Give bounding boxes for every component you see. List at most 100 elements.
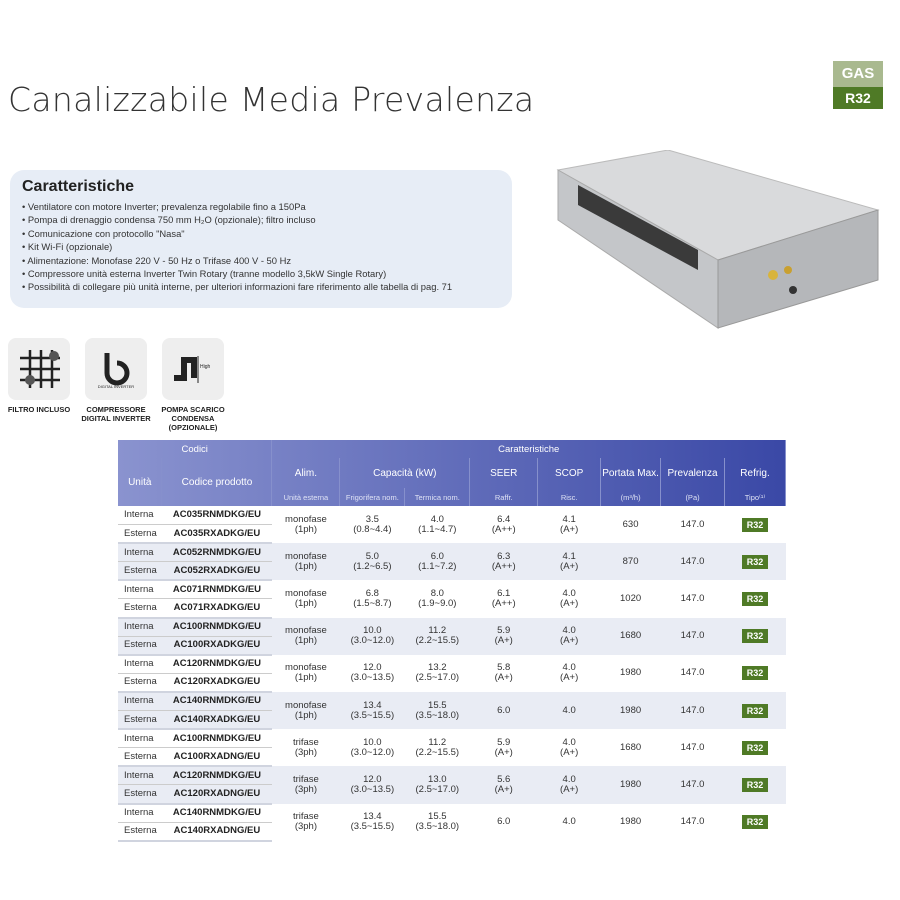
refrigerant-cell: R32 xyxy=(725,506,786,543)
seer-cell-value: 5.9 xyxy=(497,736,511,748)
header-scop: SCOP xyxy=(537,458,602,488)
heating-capacity-cell-rating: (2.5~17.0) xyxy=(415,672,460,684)
unit-cell: Interna xyxy=(118,617,162,637)
seer-cell: 6.1 (A++) xyxy=(470,580,538,617)
power-supply-cell-rating: (3ph) xyxy=(294,746,317,758)
power-supply-cell: trifase (3ph) xyxy=(272,729,340,766)
refrigerant-badge: R32 xyxy=(741,517,769,532)
heating-capacity-cell-rating: (1.9~9.0) xyxy=(418,597,457,609)
scop-cell-rating: (A+) xyxy=(560,746,579,758)
power-supply-cell-value: monofase xyxy=(285,662,327,674)
scop-cell: 4.1 (A+) xyxy=(537,543,601,581)
airflow-cell: 1980 xyxy=(620,667,642,679)
table-row: Esterna AC100RXADKG/EU xyxy=(118,636,786,656)
heating-capacity-cell: 15.5 (3.5~18.0) xyxy=(404,691,470,730)
header-codici: Codici xyxy=(118,440,273,458)
seer-cell-rating: (A++) xyxy=(491,597,516,609)
unit-cell: Esterna xyxy=(118,822,162,842)
seer-cell-rating: (A+) xyxy=(494,672,513,684)
feature-item: Pompa di drenaggio condensa 750 mm H₂O (… xyxy=(22,213,500,226)
product-code-indoor: AC120RNMDKG/EU xyxy=(161,766,272,786)
heating-capacity-cell-value: 15.5 xyxy=(428,699,447,711)
table-row: Interna AC035RNMDKG/EU monofase (1ph) 3.5(… xyxy=(118,506,786,534)
airflow-cell: 1980 xyxy=(600,691,661,730)
cooling-capacity-cell-rating: (1.2~6.5) xyxy=(353,560,392,572)
unit-cell: Esterna xyxy=(118,524,162,545)
unit-cell: Interna xyxy=(118,803,162,823)
power-supply-cell-rating: (3ph) xyxy=(294,783,317,795)
airflow-cell: 1680 xyxy=(620,741,642,753)
seer-cell-rating: (A++) xyxy=(491,523,516,535)
refrigerant-cell: R32 xyxy=(724,691,786,730)
table-row: Interna AC071RNMDKG/EU monofase (1ph) 6.8(… xyxy=(118,580,786,608)
scop-cell-rating: (A+) xyxy=(560,523,579,535)
refrigerant-label: R32 xyxy=(833,87,883,109)
table-row: Interna AC120RNMDKG/EU trifase (3ph) 12.0(… xyxy=(118,766,786,804)
features-box: Caratteristiche Ventilatore con motore I… xyxy=(10,170,512,308)
power-supply-cell-rating: (1ph) xyxy=(294,523,317,535)
svg-text:High: High xyxy=(200,364,211,370)
pressure-cell: 147.0 xyxy=(660,543,725,581)
scop-cell-value: 4.0 xyxy=(562,736,576,748)
digital-inverter-icon: DIGITAL INVERTER xyxy=(85,338,147,400)
refrigerant-badge: R32 xyxy=(741,777,769,792)
table-row: Esterna AC120RXADNG/EU xyxy=(118,784,786,805)
seer-cell: 6.4 (A++) xyxy=(470,506,538,543)
subheader-seer: Raffr. xyxy=(469,488,539,506)
scop-cell-value: 4.0 xyxy=(562,773,576,785)
product-code-indoor: AC100RNMDKG/EU xyxy=(161,617,272,637)
refrigerant-cell: R32 xyxy=(725,804,786,841)
feature-item: Possibilità di collegare più unità inter… xyxy=(22,280,500,293)
cooling-capacity-cell-value: 13.4 xyxy=(363,811,382,823)
cooling-capacity-cell: 12.0 (3.0~13.5) xyxy=(339,766,405,804)
cooling-capacity-cell: 5.0 (1.2~6.5) xyxy=(339,543,405,581)
cooling-capacity-cell: 6.8 (1.5~8.7) xyxy=(340,580,405,617)
table-row: Interna AC140RNMDKG/EU monofase (1ph) 13.4… xyxy=(118,691,786,730)
header-alim: Alim. xyxy=(271,458,341,488)
table-body: Interna AC035RNMDKG/EU monofase (1ph) 3.5(… xyxy=(118,506,786,842)
heating-capacity-cell-value: 13.0 xyxy=(428,773,447,785)
scop-cell-value: 4.1 xyxy=(562,513,576,525)
power-supply-cell: trifase (3ph) xyxy=(271,766,340,804)
scop-cell: 4.0 (A+) xyxy=(537,617,601,655)
cooling-capacity-cell-rating: (3.0~13.5) xyxy=(350,672,395,684)
airflow-cell: 1020 xyxy=(620,592,642,604)
refrigerant-badge: R32 xyxy=(741,629,769,644)
unit-cell: Interna xyxy=(118,506,162,526)
power-supply-cell: monofase (1ph) xyxy=(271,691,340,730)
unit-cell: Interna xyxy=(118,766,162,786)
subheader-alim: Unità esterna xyxy=(271,488,341,506)
heating-capacity-cell: 15.5 (3.5~18.0) xyxy=(405,804,470,841)
refrigerant-badge: R32 xyxy=(741,740,769,755)
power-supply-cell-rating: (1ph) xyxy=(294,709,317,721)
subheader-refrig: Tipo⁽¹⁾ xyxy=(724,488,786,506)
scop-cell: 4.0 (A+) xyxy=(538,655,601,692)
refrigerant-cell: R32 xyxy=(724,617,786,655)
scop-cell-value: 4.1 xyxy=(562,550,576,562)
pressure-cell: 147.0 xyxy=(660,617,725,655)
seer-cell-rating: (A++) xyxy=(491,560,516,572)
heating-capacity-cell-rating: (1.1~4.7) xyxy=(418,523,457,535)
product-code-indoor: AC100RNMDKG/EU xyxy=(161,729,272,749)
power-supply-cell-value: monofase xyxy=(285,699,327,711)
power-supply-cell-value: trifase xyxy=(292,773,319,785)
cooling-capacity-cell-rating: (3.0~12.0) xyxy=(350,635,395,647)
power-supply-cell: monofase (1ph) xyxy=(272,655,340,692)
power-supply-cell-value: monofase xyxy=(285,587,327,599)
seer-cell-rating: (A+) xyxy=(494,746,513,758)
heating-capacity-cell-value: 6.0 xyxy=(430,550,444,562)
feature-item: Alimentazione: Monofase 220 V - 50 Hz o … xyxy=(22,254,500,267)
product-code-outdoor: AC100RXADKG/EU xyxy=(161,636,272,656)
seer-cell-rating: (A+) xyxy=(494,635,513,647)
power-supply-cell-value: monofase xyxy=(285,625,327,637)
drain-pump-icon: High xyxy=(162,338,224,400)
feature-item: Kit Wi-Fi (opzionale) xyxy=(22,240,500,253)
seer-cell-value: 5.8 xyxy=(497,662,511,674)
power-supply-cell: monofase (1ph) xyxy=(272,580,340,617)
cooling-capacity-cell-rating: (3.0~12.0) xyxy=(350,746,395,758)
cooling-capacity-cell-rating: (3.0~13.5) xyxy=(350,783,395,795)
subheader-prevalenza: (Pa) xyxy=(660,488,726,506)
cooling-capacity-cell-value: 10.0 xyxy=(363,736,382,748)
refrigerant-cell: R32 xyxy=(725,580,786,617)
table-row: Esterna AC071RXADKG/EU xyxy=(118,598,786,619)
